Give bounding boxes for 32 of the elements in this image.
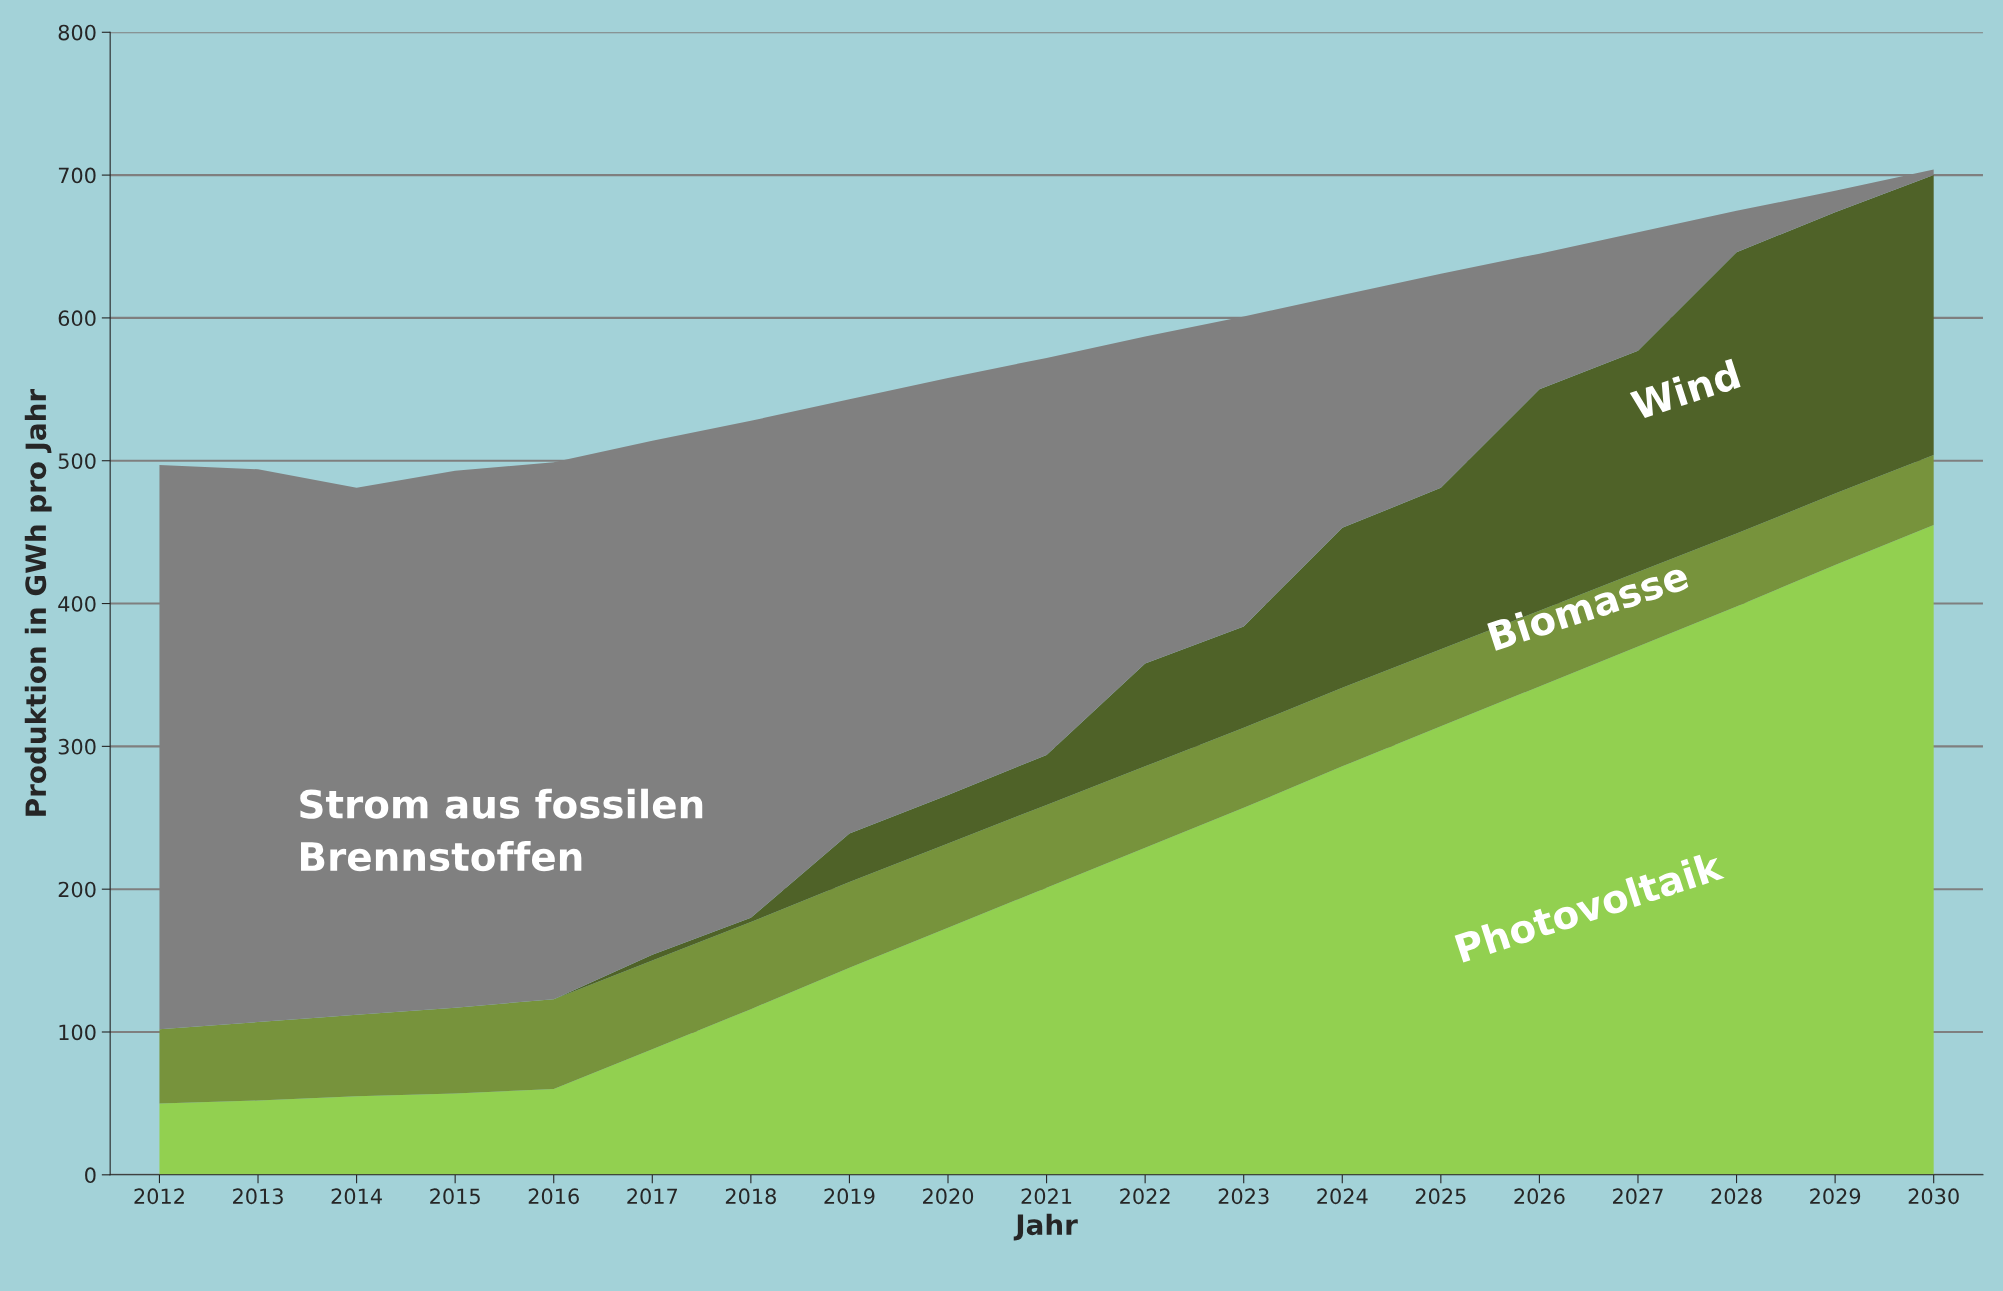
x-tick-label: 2016 <box>528 1188 579 1205</box>
x-tick-label: 2027 <box>1613 1188 1663 1205</box>
x-tick-label: 2021 <box>1021 1188 1072 1205</box>
y-axis-title: Produktion in GWh pro Jahr <box>24 388 52 816</box>
x-tick-label: 2024 <box>1317 1188 1368 1205</box>
x-tick-label: 2017 <box>627 1188 678 1205</box>
x-tick-label: 2015 <box>430 1188 480 1205</box>
x-tick-label: 2012 <box>134 1188 184 1205</box>
x-tick-label: 2022 <box>1120 1188 1170 1205</box>
y-tick-label: 600 <box>58 310 96 327</box>
x-tick-label: 2025 <box>1415 1188 1466 1205</box>
x-tick-label: 2030 <box>1908 1188 1959 1205</box>
x-tick-label: 2014 <box>331 1188 382 1205</box>
x-tick-label: 2019 <box>824 1188 875 1205</box>
series-label: Wind <box>1629 358 1741 421</box>
x-tick-label: 2018 <box>725 1188 776 1205</box>
series-label: Strom aus fossilen Brennstoffen <box>300 788 703 872</box>
x-tick-label: 2029 <box>1810 1188 1861 1205</box>
y-tick-label: 400 <box>58 596 96 612</box>
x-tick-label: 2020 <box>923 1188 974 1205</box>
x-axis-title: Jahr <box>1013 1213 1078 1241</box>
y-tick-label: 0 <box>85 1167 96 1184</box>
y-tick-label: 700 <box>58 167 96 184</box>
x-tick-label: 2023 <box>1218 1188 1269 1205</box>
y-tick-label: 200 <box>58 881 96 898</box>
x-tick-label: 2013 <box>233 1188 283 1205</box>
y-tick-label: 800 <box>58 24 96 41</box>
x-tick-label: 2026 <box>1514 1188 1565 1205</box>
y-tick-label: 500 <box>58 453 96 469</box>
y-tick-label: 300 <box>58 738 96 755</box>
x-tick-label: 2028 <box>1711 1188 1762 1205</box>
y-tick-label: 100 <box>59 1024 96 1041</box>
